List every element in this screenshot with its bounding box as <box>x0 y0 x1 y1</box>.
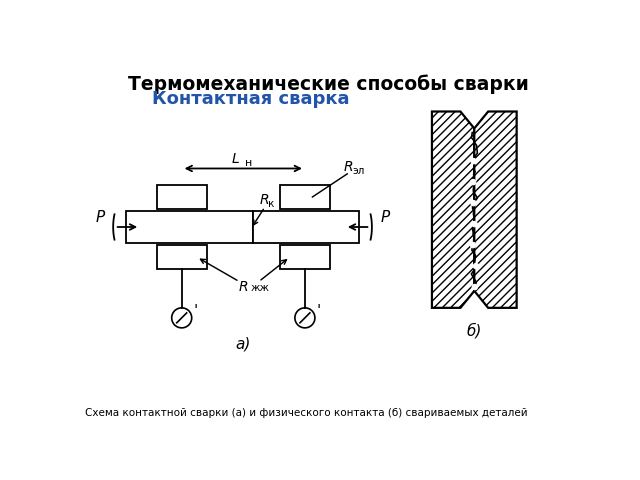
Text: $R$: $R$ <box>344 160 354 174</box>
Text: $R$: $R$ <box>238 280 248 294</box>
Text: к: к <box>268 199 275 209</box>
Circle shape <box>474 264 479 269</box>
Text: Схема контактной сварки (а) и физического контакта (б) свариваемых деталей: Схема контактной сварки (а) и физическог… <box>86 408 528 418</box>
Bar <box>253 211 359 243</box>
Text: б): б) <box>467 323 482 339</box>
Circle shape <box>472 284 477 290</box>
Bar <box>126 211 253 243</box>
Circle shape <box>470 242 476 248</box>
Circle shape <box>470 180 476 185</box>
Text: Контактная сварка: Контактная сварка <box>152 90 349 108</box>
Polygon shape <box>474 111 516 308</box>
Text: н: н <box>245 158 252 168</box>
Circle shape <box>471 201 476 206</box>
Bar <box>157 185 207 208</box>
Text: ': ' <box>316 304 321 319</box>
Text: а): а) <box>236 336 251 351</box>
Text: $R$: $R$ <box>259 193 269 207</box>
Bar <box>280 245 330 269</box>
Text: P: P <box>380 210 390 225</box>
Text: ': ' <box>193 304 198 319</box>
Polygon shape <box>432 111 474 308</box>
Bar <box>280 185 330 208</box>
Circle shape <box>471 158 476 164</box>
Text: Термомеханические способы сварки: Термомеханические способы сварки <box>127 74 529 94</box>
Text: $L$: $L$ <box>230 152 239 166</box>
Bar <box>157 245 207 269</box>
Text: P: P <box>95 210 105 225</box>
Text: жж: жж <box>251 283 270 293</box>
Circle shape <box>472 221 477 227</box>
Text: эл: эл <box>353 166 365 176</box>
